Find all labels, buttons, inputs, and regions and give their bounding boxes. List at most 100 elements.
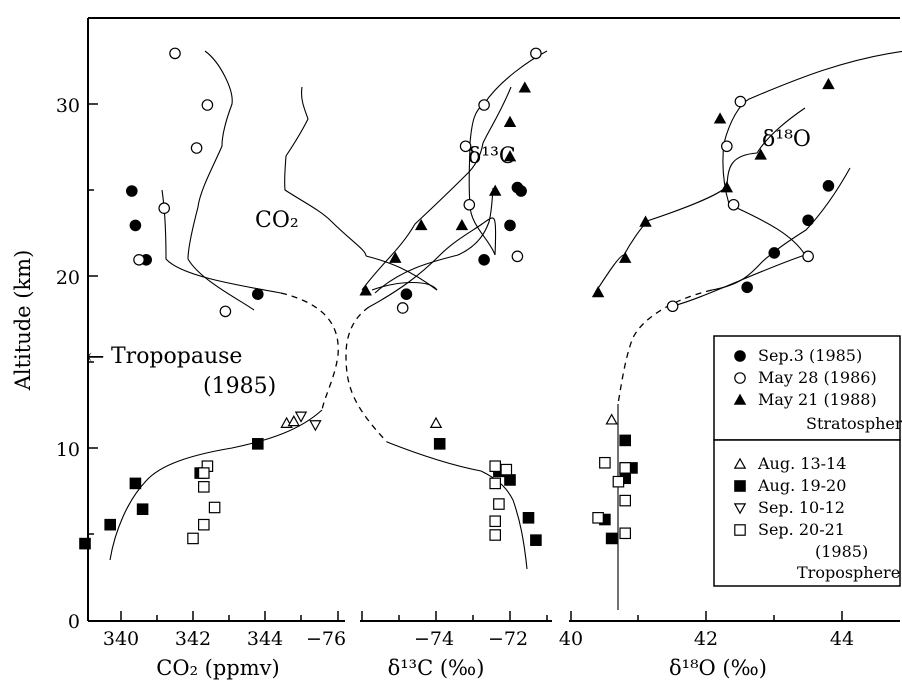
data-point xyxy=(309,420,322,432)
data-point xyxy=(489,477,501,490)
data-point xyxy=(822,77,835,90)
data-point xyxy=(129,219,142,232)
data-point xyxy=(251,288,264,300)
data-point xyxy=(129,477,142,490)
data-point xyxy=(503,150,517,162)
data-point xyxy=(734,95,747,108)
legend: Sep.3 (1985) May 28 (1986) May 21 (1988) Au… xyxy=(713,335,902,587)
data-point xyxy=(455,218,469,231)
data-point xyxy=(727,198,740,211)
data-point xyxy=(489,529,501,541)
data-point xyxy=(136,503,149,515)
data-point xyxy=(198,481,210,493)
legend-label: Sep.3 (1985) xyxy=(758,346,862,365)
data-point xyxy=(198,518,210,531)
data-point xyxy=(522,511,535,524)
data-point xyxy=(504,219,516,232)
legend-marker xyxy=(734,350,746,362)
tropopause-label: Tropopause xyxy=(111,344,242,369)
data-point xyxy=(619,434,631,447)
legend-label: Aug. 13-14 xyxy=(757,454,846,473)
x-tick-label: −72 xyxy=(488,628,528,650)
data-point xyxy=(396,302,409,314)
legend-label: May 21 (1988) xyxy=(758,390,877,409)
data-point xyxy=(713,112,727,124)
y-tick-label: 30 xyxy=(56,95,80,117)
legend-label: Aug. 19-20 xyxy=(757,476,846,495)
data-point xyxy=(518,81,532,93)
data-point xyxy=(619,494,631,507)
data-point xyxy=(400,288,413,300)
data-point xyxy=(802,214,814,227)
profile-curves xyxy=(109,50,902,610)
data-point xyxy=(599,456,611,469)
data-point xyxy=(104,518,116,531)
axis-ticks xyxy=(88,103,843,621)
x-tick-label: 340 xyxy=(103,628,139,650)
legend-label: May 28 (1986) xyxy=(758,368,877,387)
panel-label-co2: CO₂ xyxy=(255,208,299,233)
y-tick-label: 10 xyxy=(56,439,80,461)
data-point xyxy=(489,460,501,472)
data-point xyxy=(822,180,835,192)
x-tick-label: −74 xyxy=(414,628,454,650)
data-point xyxy=(511,181,524,194)
data-point xyxy=(463,198,476,211)
legend-marker xyxy=(734,524,746,536)
data-point xyxy=(605,532,618,545)
data-point xyxy=(605,413,618,425)
data-point xyxy=(478,253,490,266)
data-point xyxy=(359,284,372,296)
data-point xyxy=(252,438,264,450)
legend-stratosphere-heading: Stratosphere xyxy=(806,414,902,433)
data-point xyxy=(530,534,542,546)
data-point xyxy=(133,253,145,266)
data-point xyxy=(79,537,91,550)
x-tick-label: 342 xyxy=(175,628,211,650)
x-tick-label: 344 xyxy=(247,628,283,650)
data-point xyxy=(503,115,517,127)
data-point xyxy=(187,532,199,545)
legend-marker xyxy=(734,480,746,492)
legend-troposphere-box xyxy=(713,439,901,587)
data-point xyxy=(721,140,733,153)
data-point xyxy=(493,498,505,510)
legend-marker xyxy=(734,372,746,384)
data-point xyxy=(294,411,308,423)
data-point xyxy=(198,467,210,479)
legend-marker xyxy=(733,457,747,469)
tropopause-year-label: (1985) xyxy=(203,374,276,399)
x-axis-title-d13c: δ¹³C (‰) xyxy=(388,656,485,680)
data-point xyxy=(208,501,221,514)
data-point xyxy=(287,415,301,427)
y-axis-title: Altitude (km) xyxy=(11,250,35,392)
data-markers xyxy=(79,47,835,550)
data-point xyxy=(429,416,443,428)
data-point xyxy=(459,140,472,153)
x-axis-title-d18o: δ¹⁸O (‰) xyxy=(669,656,767,680)
y-tick-label: 0 xyxy=(68,611,80,633)
data-point xyxy=(201,99,214,111)
data-point xyxy=(488,184,502,196)
legend-label: Sep. 20-21 xyxy=(758,520,845,539)
data-point xyxy=(802,250,814,263)
x-tick-label: 42 xyxy=(694,628,718,650)
data-point xyxy=(619,462,631,474)
data-point xyxy=(530,47,542,60)
legend-label: Sep. 10-12 xyxy=(758,498,845,517)
data-point xyxy=(741,281,753,294)
data-point xyxy=(478,99,490,111)
legend-marker xyxy=(733,393,747,405)
data-point xyxy=(619,527,631,540)
x-tick-label: 44 xyxy=(830,628,854,650)
data-point xyxy=(433,438,446,450)
x-tick-label: −76 xyxy=(306,628,346,650)
data-point xyxy=(126,185,138,197)
data-point xyxy=(158,202,170,214)
data-point xyxy=(511,250,524,263)
x-tick-label: 40 xyxy=(559,628,583,650)
y-tick-label: 20 xyxy=(56,267,80,289)
data-point xyxy=(618,251,632,263)
data-point xyxy=(504,474,516,486)
tropopause-arrow-icon: ← xyxy=(86,345,104,370)
